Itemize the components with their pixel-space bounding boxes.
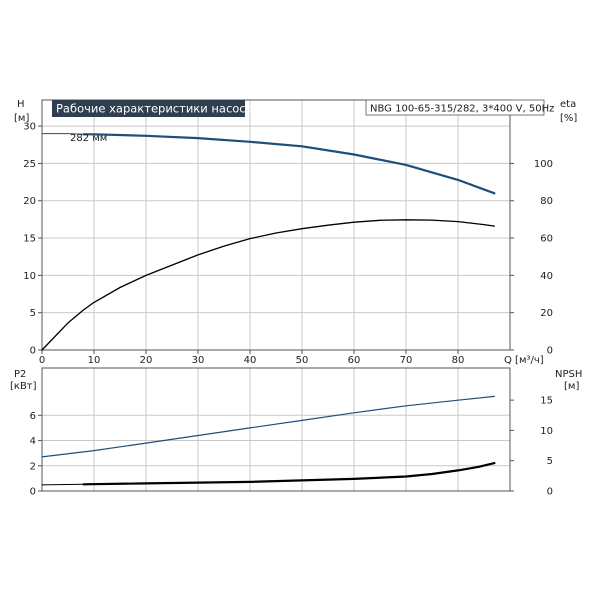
tick-label-x: 20	[140, 355, 153, 366]
tick-label-right: 80	[540, 196, 553, 207]
eta-axis-unit: [%]	[560, 113, 577, 124]
top-panel-tick-labels: 0 5 10 15 20 25 30 0 20 40 60 80 100 0 10 20 30 40 50 60 70 8…	[23, 122, 553, 366]
top-panel-frame	[41, 99, 511, 351]
h-axis-label: H	[17, 99, 25, 110]
h-axis-unit: [м]	[14, 113, 29, 124]
tick-label-right: 15	[540, 396, 553, 407]
tick-label-left: 6	[30, 411, 36, 422]
chart-title-box	[52, 100, 245, 117]
tick-label-x: 70	[400, 355, 413, 366]
tick-label-right: 0	[547, 346, 553, 357]
tick-label-left: 10	[23, 271, 36, 282]
tick-label-left: 4	[30, 436, 36, 447]
bottom-panel-tick-labels: 0 2 4 6 0 5 10 15	[30, 396, 553, 498]
npsh-curve-thin	[41, 483, 84, 486]
annotation-282mm: 282 мм	[70, 133, 107, 144]
tick-label-left: 25	[23, 159, 36, 170]
tick-label-x: 0	[39, 355, 45, 366]
top-panel-grid	[42, 100, 510, 350]
npsh-axis-label: NPSH	[555, 369, 582, 380]
tick-label-x: 40	[244, 355, 257, 366]
tick-label-left: 2	[30, 461, 36, 472]
chart-title: Рабочие характеристики насоса	[56, 102, 253, 116]
p2-axis-label: P2	[14, 369, 26, 380]
tick-label-right: 0	[547, 487, 553, 498]
tick-label-right: 60	[540, 234, 553, 245]
model-label: NBG 100-65-315/282, 3*400 V, 50Hz	[370, 104, 554, 115]
npsh-curve	[82, 462, 496, 486]
performance-curves	[41, 133, 496, 486]
bottom-panel-frame	[41, 367, 511, 492]
q-axis-label: Q [м³/ч]	[504, 355, 544, 366]
efficiency-curve	[41, 219, 496, 351]
tick-label-left: 20	[23, 196, 36, 207]
tick-label-left: 5	[30, 308, 36, 319]
model-box	[365, 99, 545, 116]
tick-label-right: 5	[547, 456, 553, 467]
tick-label-x: 50	[296, 355, 309, 366]
tick-label-right: 40	[540, 271, 553, 282]
tick-label-left: 0	[30, 346, 36, 357]
head-curve	[82, 133, 496, 195]
tick-label-right: 20	[540, 308, 553, 319]
eta-axis-label: eta	[560, 99, 576, 110]
p2-axis-unit: [кВт]	[10, 381, 37, 392]
head-curve-thin	[42, 133, 84, 135]
tick-label-right: 10	[540, 426, 553, 437]
tick-label-x: 80	[452, 355, 465, 366]
tick-label-left: 30	[23, 122, 36, 133]
tick-label-right: 100	[534, 159, 553, 170]
tick-label-left: 15	[23, 234, 36, 245]
tick-label-x: 60	[348, 355, 361, 366]
npsh-axis-unit: [м]	[564, 381, 579, 392]
power-curve	[41, 395, 495, 458]
tick-label-x: 10	[88, 355, 101, 366]
tick-label-left: 0	[30, 487, 36, 498]
tick-label-x: 30	[192, 355, 205, 366]
